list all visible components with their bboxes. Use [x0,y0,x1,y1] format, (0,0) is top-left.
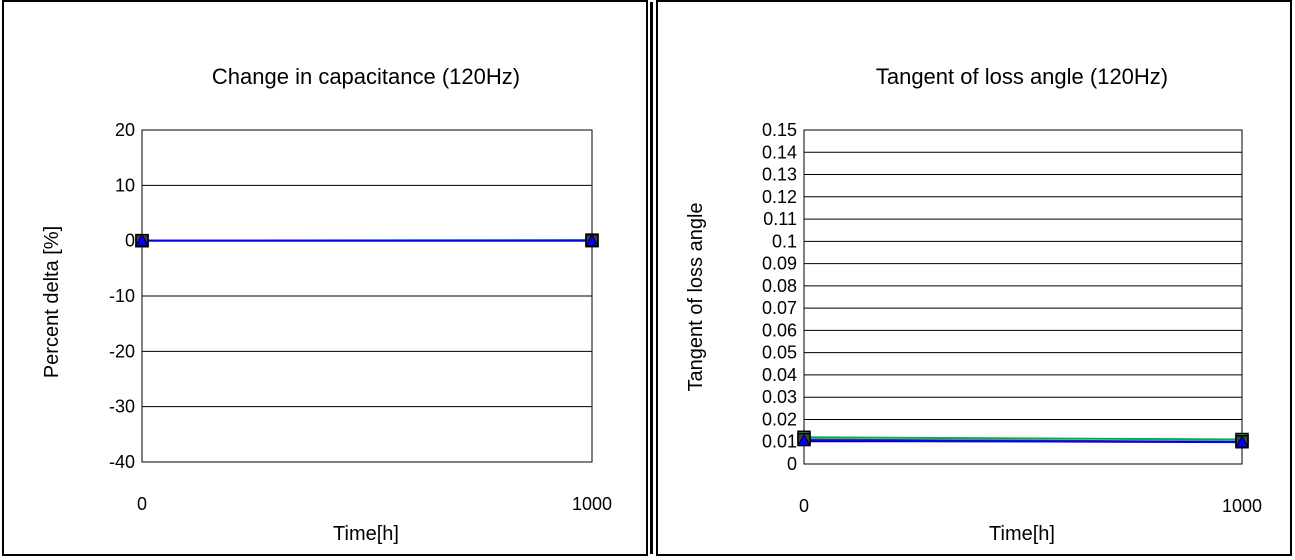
y-tick-label: 0.07 [762,298,797,318]
y-tick-label: 0.06 [762,320,797,340]
data-point [797,433,811,447]
x-tick-label: 0 [799,496,809,516]
x-tick-label: 1000 [572,494,612,514]
y-tick-label: 0.02 [762,409,797,429]
plot-area [141,129,593,463]
y-tick-label: 0.05 [762,343,797,363]
y-tick-label: -10 [109,286,135,306]
x-axis-label: Time[h] [989,523,1055,545]
y-tick-label: 0.09 [762,254,797,274]
capacitance-chart: Change in capacitance (120Hz) 20 10 0 -10 -2… [41,64,612,545]
series-line [803,436,1243,441]
data-point [1235,435,1249,448]
x-tick-label: 1000 [1222,496,1262,516]
chart-title: Tangent of loss angle (120Hz) [876,64,1168,89]
x-tick-label: 0 [137,494,147,514]
y-tick-label: 10 [115,175,135,195]
y-tick-label: 0.15 [762,120,797,140]
tangent-chart: Tangent of loss angle (120Hz) 0.150.14 0.… [685,64,1262,545]
y-tick-label: 0.12 [762,187,797,207]
y-tick-label: 0 [787,454,797,474]
y-tick-label: 0.03 [762,387,797,407]
y-tick-label: 0.14 [762,142,797,162]
y-tick-label: -20 [109,341,135,361]
series-line [803,439,1243,444]
chart-title: Change in capacitance (120Hz) [212,64,520,89]
y-tick-label: 0.01 [762,432,797,452]
y-tick-label: -40 [109,452,135,472]
y-tick-label: 0.04 [762,365,797,385]
y-axis-label: Percent delta [%] [41,226,63,378]
y-tick-label: 0.13 [762,165,797,185]
data-point [585,233,599,247]
chart-panel-tangent: Tangent of loss angle (120Hz) 0.15 0.14 0.… [650,0,1292,556]
y-tick-label: -30 [109,397,135,417]
y-tick-label: 20 [115,120,135,140]
data-point [135,233,149,247]
y-tick-label: 0.11 [763,209,797,229]
y-tick-label: 0 [125,231,135,251]
x-axis-label: Time[h] [333,523,399,545]
plot-area [803,129,1243,465]
y-tick-label: 0.1 [772,231,797,251]
chart-panel-capacitance: Change in capacitance (120Hz) 20 10 0 -10 -2… [2,0,648,556]
y-axis-label: Tangent of loss angle [685,202,707,391]
y-tick-label: 0.08 [762,276,797,296]
